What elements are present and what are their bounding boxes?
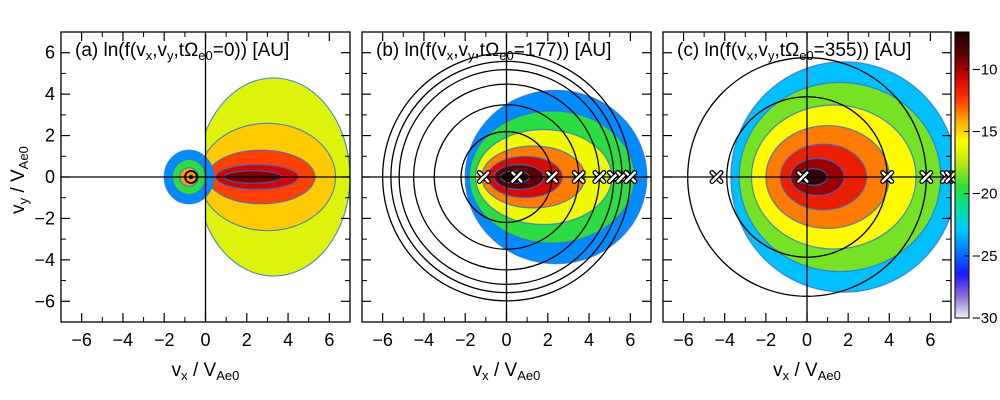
y-axis-label: vy / VAe0: [8, 146, 31, 214]
x-axis-label-b: vx / VAe0: [473, 360, 541, 383]
x-tick-label: −6: [71, 330, 92, 350]
x-tick-label: 2: [543, 330, 553, 350]
y-tick-label: −4: [34, 250, 55, 270]
x-tick-label: 2: [843, 330, 853, 350]
x-tick-label: −2: [455, 330, 476, 350]
marker-x-1: [709, 170, 724, 184]
x-tick-label: 6: [925, 330, 935, 350]
y-axis-label-text: vy / VAe0: [8, 146, 31, 214]
x-tick-label: −6: [372, 330, 393, 350]
x-ticks-b: −6 −4 −2 0 2 4 6: [361, 32, 652, 350]
panel-title-c: (c) ln(f(vx,vy,tΩe0=355)) [AU]: [677, 40, 911, 63]
colorbar-tick-label: −25: [972, 248, 997, 265]
marker-x-5: [592, 170, 607, 184]
colorbar: −10 −15 −20 −25 −30: [954, 31, 997, 327]
x-tick-label: −6: [673, 330, 694, 350]
colorbar-tick-label: −20: [972, 186, 997, 203]
x-tick-label: −4: [714, 330, 735, 350]
x-tick-label: 0: [802, 330, 812, 350]
x-tick-label: −4: [414, 330, 435, 350]
colorbar-tick-label: −30: [972, 310, 997, 327]
panel-title-a: (a) ln(f(vx,vy,tΩe0=0)) [AU]: [75, 40, 289, 63]
marker-x-1: [476, 170, 491, 184]
panel-b: −6 −4 −2 0 2 4 6 (b) ln(f(vx,vy,tΩe0=177)) [AU]…: [361, 31, 652, 383]
marker-x-8: [623, 170, 638, 184]
colorbar-tick-label: −10: [972, 61, 997, 78]
x-tick-label: 6: [324, 330, 334, 350]
colorbar-gradient: [954, 31, 970, 319]
x-tick-label: 6: [625, 330, 635, 350]
panel-title-b: (b) ln(f(vx,vy,tΩe0=177)) [AU]: [376, 40, 611, 63]
y-tick-label: 6: [45, 43, 55, 63]
x-tick-label: 2: [242, 330, 252, 350]
x-ticks-c: −6 −4 −2 0 2 4 6: [662, 32, 952, 350]
y-tick-label: 2: [45, 126, 55, 146]
marker-x-2: [509, 170, 524, 184]
x-tick-label: 4: [884, 330, 894, 350]
y-ticks-a: −6 −4 −2 0 2 4 6: [34, 31, 350, 323]
y-tick-label: 4: [45, 84, 55, 104]
x-tick-label: 4: [283, 330, 293, 350]
x-axis-label-a: vx / VAe0: [172, 360, 240, 383]
panels: −6 −4 −2 0 2 4 6 −6 −4 −2 0 2 4 6 (a) ln(f(vx,vy,tΩe0=…: [34, 31, 958, 383]
x-axis-label-c: vx / VAe0: [773, 360, 841, 383]
panel-a: −6 −4 −2 0 2 4 6 −6 −4 −2 0 2 4 6 (a) ln(f(vx,vy,tΩe0=…: [34, 31, 351, 383]
x-tick-label: 0: [501, 330, 511, 350]
colorbar-tick-label: −15: [972, 123, 997, 140]
y-ticks-c: [663, 31, 951, 323]
x-tick-label: −4: [113, 330, 134, 350]
marker-x-3: [880, 170, 895, 184]
marker-x-2: [795, 170, 810, 184]
marker-x-4: [571, 170, 586, 184]
x-tick-label: 4: [584, 330, 594, 350]
y-tick-label: 0: [45, 167, 55, 187]
x-ticks-a: −6 −4 −2 0 2 4 6: [60, 32, 351, 350]
marker-x-4: [919, 170, 934, 184]
x-tick-label: 0: [200, 330, 210, 350]
marker-circle-1: [184, 170, 198, 184]
marker-x-3: [544, 170, 559, 184]
x-tick-label: −2: [756, 330, 777, 350]
y-tick-label: −2: [34, 208, 55, 228]
marker-dot-1: [188, 174, 194, 180]
panel-c: −6 −4 −2 0 2 4 6 (c) ln(f(vx,vy,tΩe0=355)) [AU]…: [662, 31, 958, 383]
y-tick-label: −6: [34, 291, 55, 311]
y-ticks-b: [362, 31, 651, 323]
x-tick-label: −2: [154, 330, 175, 350]
